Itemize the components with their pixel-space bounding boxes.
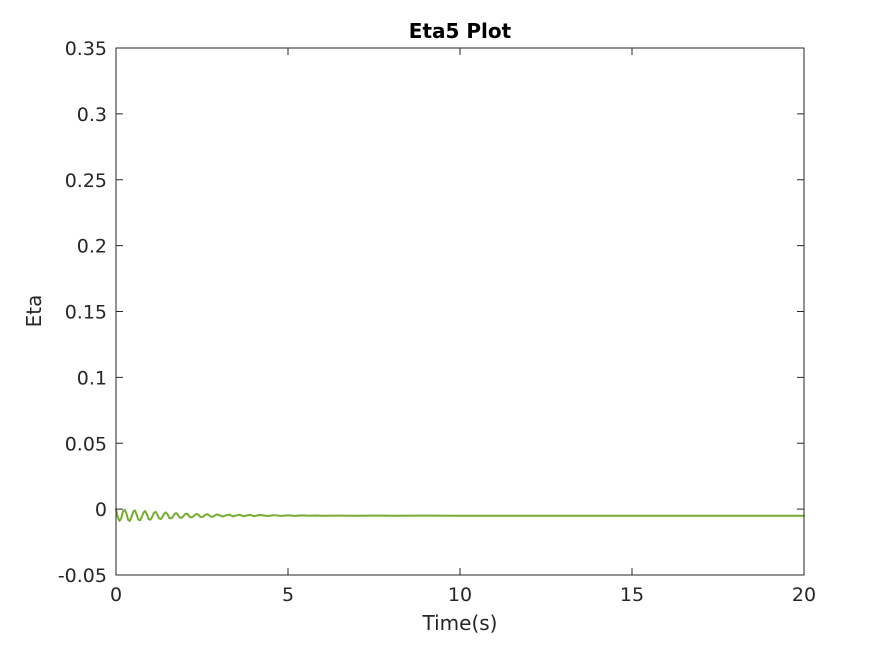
y-tick-label: 0.2 bbox=[77, 236, 107, 258]
y-tick-label: 0.05 bbox=[65, 433, 107, 455]
x-axis-label: Time(s) bbox=[422, 611, 498, 635]
chart-title: Eta5 Plot bbox=[409, 19, 512, 43]
x-tick-label: 5 bbox=[282, 584, 294, 606]
y-tick-label: 0.35 bbox=[65, 38, 107, 60]
y-tick-label: 0.1 bbox=[77, 367, 107, 389]
y-tick-label: 0.25 bbox=[65, 170, 107, 192]
plot-area bbox=[116, 48, 804, 575]
y-axis-ticks: -0.05 0 0.05 0.1 0.15 0.2 0.25 0.3 0.35 bbox=[58, 38, 804, 587]
y-tick-label: -0.05 bbox=[58, 565, 107, 587]
series-layer bbox=[115, 508, 805, 522]
y-tick-label: 0 bbox=[95, 499, 107, 521]
series-line-0 bbox=[115, 508, 805, 522]
y-axis-label: Eta bbox=[22, 295, 46, 328]
x-tick-label: 20 bbox=[792, 584, 816, 606]
x-tick-label: 10 bbox=[448, 584, 472, 606]
y-tick-label: 0.15 bbox=[65, 302, 107, 324]
x-tick-label: 0 bbox=[110, 584, 122, 606]
y-tick-label: 0.3 bbox=[77, 104, 107, 126]
x-tick-label: 15 bbox=[620, 584, 644, 606]
x-axis-ticks: 0 5 10 15 20 bbox=[110, 48, 816, 606]
